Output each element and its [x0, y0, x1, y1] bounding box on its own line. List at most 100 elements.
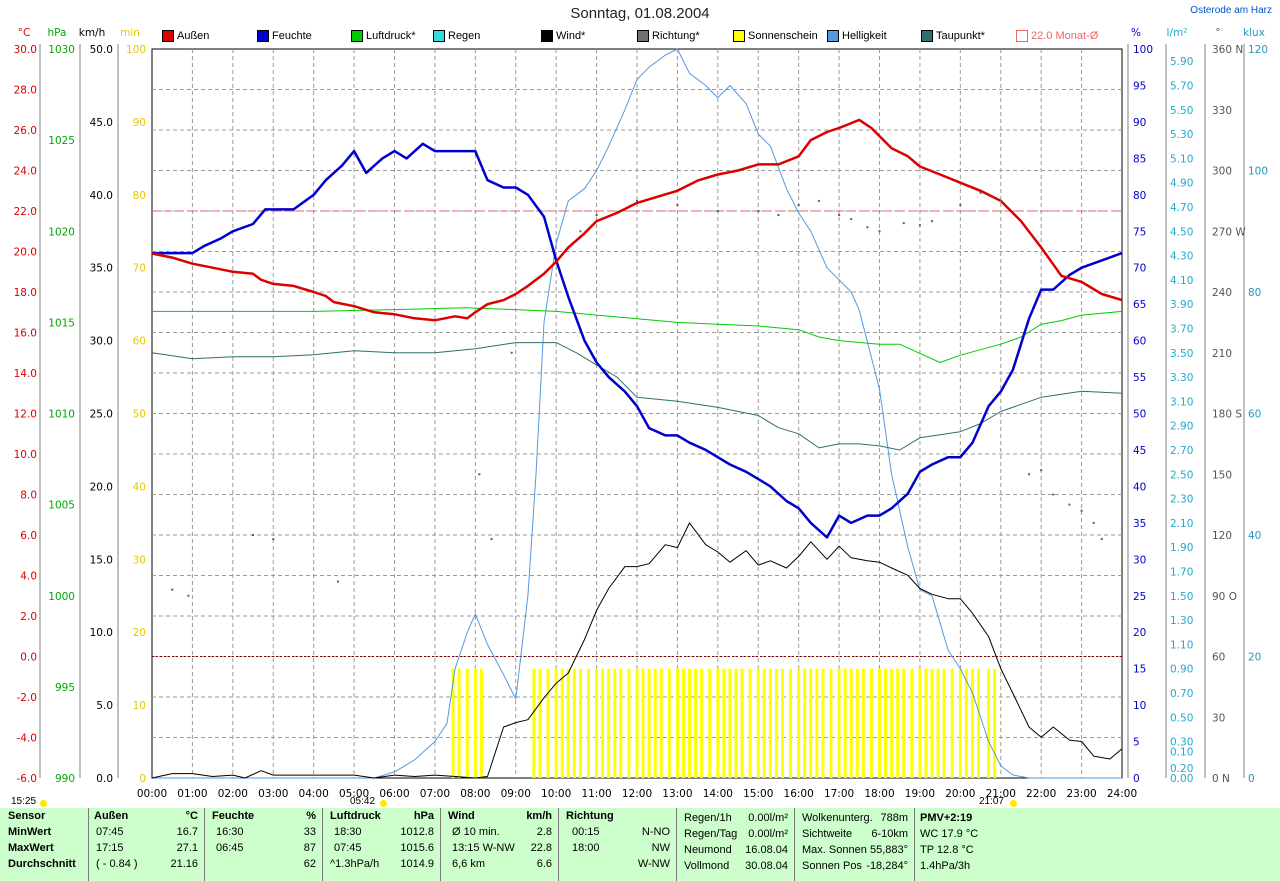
regen-tag-value: 0.00l/m² [748, 828, 788, 840]
legend-label: Sonnenschein [748, 30, 818, 42]
wind-direction-point [1080, 509, 1083, 512]
tick-label-rain: 4.30 [1170, 251, 1193, 263]
luftdruck-unit: hPa [413, 810, 434, 822]
axis-unit-temp: °C [18, 27, 31, 39]
wind-direction-point [336, 580, 339, 583]
tick-label-dir: 180 S [1212, 409, 1242, 421]
tick-label-dir: 150 [1212, 469, 1232, 481]
wind-direction-point [636, 199, 638, 202]
tick-label-press: 1020 [48, 226, 75, 238]
wind-direction-point [595, 214, 598, 217]
maxsonne-value: 55,883° [869, 844, 908, 856]
tick-label-rain: 0.90 [1170, 664, 1193, 676]
footer-wolken: Wolkenunterg. 788m Sichtweite 6-10km Max. … [794, 808, 915, 881]
tick-label-min: 70 [133, 263, 146, 275]
axis-unit-min: min [120, 27, 140, 39]
tick-label-rain: 5.70 [1170, 80, 1193, 92]
wind-unit: km/h [526, 810, 552, 822]
legend-label: Außen [177, 30, 210, 42]
tick-label-rain: 3.90 [1170, 299, 1193, 311]
tick-label-rain: 4.50 [1170, 226, 1193, 238]
richtung-min-value: N-NO [641, 826, 670, 838]
legend-swatch [637, 30, 649, 42]
wind-direction-point [817, 199, 820, 202]
aussen-min-time: 07:45 [96, 826, 124, 838]
tick-label-light: 20 [1248, 652, 1261, 664]
series-aussen [151, 118, 1123, 322]
axis-unit-hum: % [1131, 27, 1141, 39]
taupunkt-value: TP 12.8 °C [920, 844, 974, 856]
wind-direction-point [918, 224, 921, 227]
tick-label-press: 990 [55, 773, 75, 785]
richtung-avg-value: W-NW [637, 858, 670, 870]
wind-direction-point [478, 473, 481, 476]
legend-item-4: Wind* [541, 30, 585, 42]
feuchte-avg-value: 62 [303, 858, 316, 870]
legend-label: Taupunkt* [936, 30, 985, 42]
sunrise-icon [380, 800, 387, 807]
tick-label-wind: 50.0 [90, 44, 113, 56]
tick-label-hum: 55 [1133, 372, 1146, 384]
tick-label-hum: 95 [1133, 80, 1146, 92]
tick-label-hum: 35 [1133, 518, 1146, 530]
tick-label-hour: 23:00 [1066, 788, 1096, 800]
tick-label-temp: 20.0 [14, 247, 37, 259]
tick-label-hum: 90 [1133, 117, 1146, 129]
luftdruck-avg-value: 1014.9 [400, 858, 434, 870]
footer-wind: Wind km/h Ø 10 min. 2.8 13:15 W-NW 22.8 6,6… [440, 808, 559, 881]
tick-label-hour: 21:00 [986, 788, 1016, 800]
richtung-header: Richtung [566, 810, 614, 822]
legend-swatch [827, 30, 839, 42]
tick-label-rain: 0.50 [1170, 712, 1193, 724]
tick-label-hour: 15:00 [743, 788, 773, 800]
tick-label-light: 100 [1248, 166, 1268, 178]
tick-label-press: 1025 [48, 135, 75, 147]
footer-regen: Regen/1h 0.00l/m² Regen/Tag 0.00l/m² Neumo… [676, 808, 795, 881]
tick-label-press: 1030 [48, 44, 75, 56]
luftdruck-header: Luftdruck [330, 810, 381, 822]
neumond-value: 16.08.04 [745, 844, 788, 856]
tick-label-rain: 1.50 [1170, 591, 1193, 603]
tick-label-hour: 04:00 [299, 788, 329, 800]
tick-label-min: 10 [133, 700, 146, 712]
tick-label-rain: 1.30 [1170, 615, 1193, 627]
wolken-label: Wolkenunterg. [802, 812, 873, 824]
legend-swatch [433, 30, 445, 42]
feuchte-min-time: 16:30 [216, 826, 244, 838]
wind-direction-point [252, 534, 255, 536]
sonnenpos-value: -18,284° [866, 860, 908, 872]
tick-label-hum: 0 [1133, 773, 1140, 785]
tick-label-hum: 30 [1133, 554, 1146, 566]
footer-row-min: MinWert [8, 826, 52, 838]
wind-direction-point [979, 191, 982, 194]
richtung-max-time: 18:00 [572, 842, 600, 854]
tick-label-wind: 30.0 [90, 336, 113, 348]
vollmond-value: 30.08.04 [745, 860, 788, 872]
tick-label-wind: 45.0 [90, 117, 113, 129]
sicht-label: Sichtweite [802, 828, 853, 840]
wind-direction-point [1028, 473, 1031, 476]
legend: Außen Feuchte Luftdruck* Regen Wind* Richtung… [0, 30, 1130, 46]
tick-label-hour: 00:00 [137, 788, 167, 800]
tick-label-hum: 100 [1133, 44, 1153, 56]
tick-label-hour: 20:00 [945, 788, 975, 800]
wind-direction-point [510, 351, 513, 354]
wind-direction-point [797, 203, 800, 206]
tick-label-rain: 1.70 [1170, 566, 1193, 578]
tick-label-press: 1005 [48, 500, 75, 512]
tick-label-min: 0 [139, 773, 146, 785]
tick-label-temp: 14.0 [14, 368, 37, 380]
tick-label-min: 30 [133, 554, 146, 566]
luftdruck-max-time: 07:45 [334, 842, 362, 854]
tick-label-temp: 8.0 [20, 490, 37, 502]
tick-label-temp: 6.0 [20, 530, 37, 542]
tick-label-temp: 30.0 [14, 44, 37, 56]
tick-label-hum: 60 [1133, 336, 1146, 348]
tick-label-min: 50 [133, 409, 146, 421]
tick-label-temp: -6.0 [17, 773, 38, 785]
wind-day-avg: 6.6 [536, 858, 552, 870]
aussen-unit: °C [185, 810, 198, 822]
tick-label-hour: 07:00 [420, 788, 450, 800]
location-label: Osterode am Harz [1190, 5, 1272, 16]
tick-label-hum: 75 [1133, 226, 1146, 238]
